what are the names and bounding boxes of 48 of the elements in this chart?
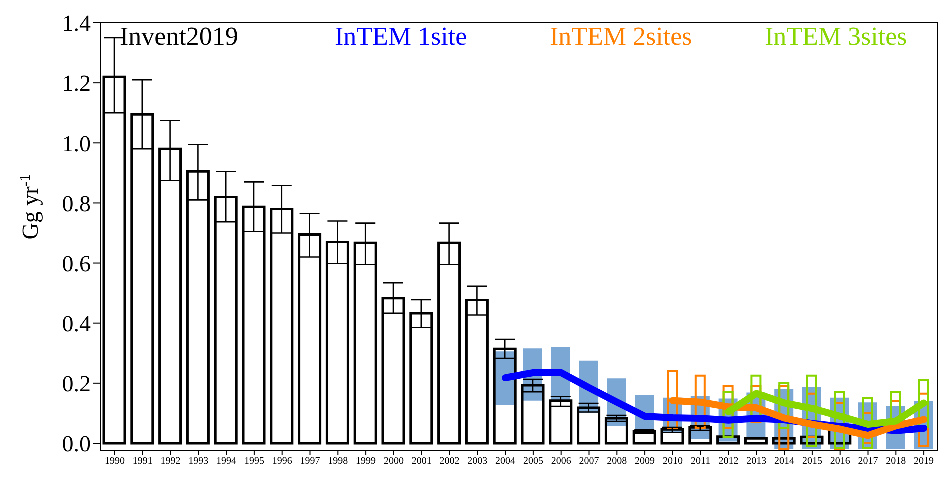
y-tick-label: 1.0 <box>62 131 91 156</box>
y-tick-label: 1.4 <box>62 11 92 36</box>
bar <box>604 417 628 445</box>
bar <box>549 400 573 445</box>
text: InTEM 3sites <box>765 22 908 52</box>
x-tick-label: 1992 <box>160 456 181 468</box>
x-tick-label: 2011 <box>691 456 711 468</box>
x-tick-label: 1990 <box>104 456 125 468</box>
x-tick-label: 2018 <box>886 456 906 468</box>
x-tick-label: 1997 <box>300 456 320 468</box>
x-tick-label: 2008 <box>607 456 628 468</box>
y-tick-label: 1.2 <box>62 71 91 96</box>
x-tick-label: 2013 <box>746 456 767 468</box>
y-tick-label: 0.6 <box>62 251 91 276</box>
x-tick-label: 2001 <box>412 456 432 468</box>
bar <box>744 437 768 445</box>
x-tick-label: 1999 <box>356 456 376 468</box>
text: InTEM 1site <box>335 22 468 52</box>
x-tick-label: 1991 <box>132 456 153 468</box>
x-tick-label: 2002 <box>440 456 460 468</box>
x-tick-label: 2016 <box>830 456 850 468</box>
bar <box>577 406 601 445</box>
x-tick-label: 2004 <box>496 456 516 468</box>
x-tick-label: 2009 <box>635 456 656 468</box>
x-tick-label: 2003 <box>468 456 488 468</box>
x-tick-label: 2006 <box>551 456 572 468</box>
x-tick-label: 2010 <box>662 456 683 468</box>
x-tick-label: 1995 <box>244 456 264 468</box>
x-tick-label: 2015 <box>802 456 822 468</box>
y-tick-label: 0.0 <box>62 432 91 457</box>
y-tick-label: 0.8 <box>62 191 91 216</box>
x-tick-label: 1998 <box>328 456 348 468</box>
y-tick-label: 0.2 <box>62 372 91 397</box>
bar <box>632 430 656 445</box>
x-tick-label: 1994 <box>216 456 237 468</box>
x-tick-label: 2012 <box>718 456 739 468</box>
y-tick-label: 0.4 <box>62 312 92 337</box>
x-tick-label: 1996 <box>272 456 292 468</box>
series-label: Invent2019 <box>120 22 240 52</box>
x-tick-label: 2000 <box>384 456 404 468</box>
text: InTEM 2sites <box>550 22 694 52</box>
x-tick-label: 2005 <box>523 456 544 468</box>
bar <box>660 428 684 445</box>
x-tick-label: 2007 <box>579 456 600 468</box>
x-tick-label: 2019 <box>914 456 934 468</box>
x-tick-label: 2017 <box>858 456 878 468</box>
x-tick-label: 2014 <box>774 456 795 468</box>
x-tick-label: 1993 <box>188 456 209 468</box>
